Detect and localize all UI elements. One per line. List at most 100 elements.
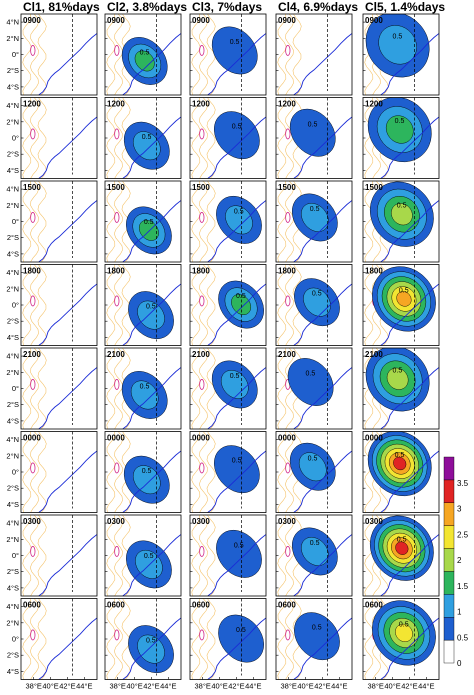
rainfall-contour xyxy=(231,294,252,315)
lake-outline xyxy=(30,45,36,56)
topography-contour xyxy=(198,97,209,179)
rainfall-contour xyxy=(134,50,155,72)
lake-outline xyxy=(114,379,120,390)
topography-contour xyxy=(37,431,47,513)
lat-tick-label: 4°N xyxy=(6,602,19,611)
topography-contour xyxy=(364,431,374,513)
lake-outline xyxy=(199,45,205,56)
lake-outline xyxy=(30,629,36,641)
column-title-5: Cl5, 1.4%days xyxy=(365,0,445,14)
lake-outline xyxy=(30,212,36,223)
lake-outline xyxy=(30,546,36,557)
topography-contour xyxy=(284,264,295,346)
lat-tick-label: 0° xyxy=(12,301,19,310)
rainfall-contour xyxy=(393,456,407,471)
colorbar-tick-label: 3.5 xyxy=(457,479,469,488)
topography-contour xyxy=(22,431,32,513)
topography-contour xyxy=(198,14,209,95)
rainfall-contour xyxy=(213,111,260,160)
lake-outline xyxy=(114,45,120,56)
rainfall-contour xyxy=(301,537,329,566)
topography-contour xyxy=(198,431,209,513)
contour-label: 0.5 xyxy=(397,203,407,210)
contour-label: 0.5 xyxy=(232,458,242,465)
coastline xyxy=(380,534,439,596)
coastline xyxy=(38,283,97,346)
topography-contour xyxy=(191,598,201,680)
map-panel-r8-c5: 0.5 0600 xyxy=(362,598,440,680)
lat-tick-label: 4°N xyxy=(6,519,19,528)
time-label: 0600 xyxy=(278,601,296,610)
lake-outline xyxy=(114,546,120,557)
topography-contour xyxy=(198,515,209,596)
time-label: 0600 xyxy=(365,601,383,610)
lat-tick-label: 2°S xyxy=(7,66,19,75)
topography-contour xyxy=(22,264,32,346)
time-label: 0900 xyxy=(23,16,41,25)
lake-outline xyxy=(199,629,205,641)
time-label: 0300 xyxy=(192,517,210,526)
topography-contour xyxy=(106,515,116,596)
topography-contour xyxy=(22,97,32,179)
topography-contour xyxy=(206,264,216,346)
coastline xyxy=(122,534,181,596)
contour-label: 0.5 xyxy=(312,625,322,632)
topography-contour xyxy=(106,598,116,680)
time-label: 0000 xyxy=(278,434,296,443)
lon-tick-label: 42°E xyxy=(59,682,75,691)
rainfall-contour xyxy=(130,380,159,410)
contour-label: 0.5 xyxy=(310,206,320,213)
lake-outline xyxy=(285,546,291,557)
lat-tick-label: 0° xyxy=(12,50,19,59)
map-panel-r3-c1: 1500 xyxy=(20,180,98,263)
topography-contour xyxy=(292,14,302,95)
coastline xyxy=(380,200,439,262)
lake-outline xyxy=(285,629,291,641)
lon-tick-label: 40°E xyxy=(297,682,313,691)
lake-outline xyxy=(285,295,291,307)
topography-contour xyxy=(198,264,209,346)
time-label: 1200 xyxy=(365,100,383,109)
lat-tick-label: 0° xyxy=(12,217,19,226)
time-label: 0300 xyxy=(365,517,383,526)
coastline xyxy=(207,283,266,346)
contour-label: 0.5 xyxy=(142,468,152,475)
lake-outline xyxy=(30,379,36,390)
lon-tick-label: 40°E xyxy=(384,682,400,691)
lat-tick-label: 4°N xyxy=(6,18,19,27)
topography-contour xyxy=(113,264,124,346)
topography-contour xyxy=(22,348,32,429)
map-panel-r8-c2: 0.5 0600 xyxy=(104,598,182,680)
time-label: 1800 xyxy=(192,267,210,276)
topography-contour xyxy=(22,181,32,262)
map-panel-r5-c4: 0.5 2100 xyxy=(275,347,353,430)
rainfall-contour xyxy=(395,541,409,555)
map-panel-r6-c5: 0.5 0000 xyxy=(362,431,440,513)
rainfall-contour xyxy=(385,115,414,144)
coastline xyxy=(122,200,181,262)
map-panel-r5-c1: 2100 xyxy=(20,347,98,430)
map-panel-r8-c1: 0600 xyxy=(20,598,98,680)
coastline xyxy=(207,33,266,95)
lake-outline xyxy=(30,295,36,307)
rainfall-contour xyxy=(137,300,165,330)
topography-contour xyxy=(22,515,32,596)
topography-contour xyxy=(364,264,374,346)
coastline xyxy=(207,617,266,680)
map-panel-r7-c4: 0.5 0300 xyxy=(275,514,353,597)
lon-tick-label: 44°E xyxy=(245,682,261,691)
rainfall-contour xyxy=(294,612,340,661)
time-label: 2100 xyxy=(107,350,125,359)
topography-contour xyxy=(191,264,201,346)
topography-contour xyxy=(29,598,40,680)
column-title-3: Cl3, 7%days xyxy=(192,0,262,14)
colorbar-tick-label: 2.5 xyxy=(457,530,469,539)
rainfall-contour xyxy=(301,203,329,232)
map-panel-r8-c4: 0.5 0600 xyxy=(275,598,353,680)
contour-label: 0.5 xyxy=(397,537,407,544)
topography-contour xyxy=(37,264,47,346)
time-label: 1200 xyxy=(23,100,41,109)
colorbar-bin xyxy=(443,639,455,664)
lat-tick-label: 2°N xyxy=(6,117,19,126)
topography-contour xyxy=(106,264,116,346)
